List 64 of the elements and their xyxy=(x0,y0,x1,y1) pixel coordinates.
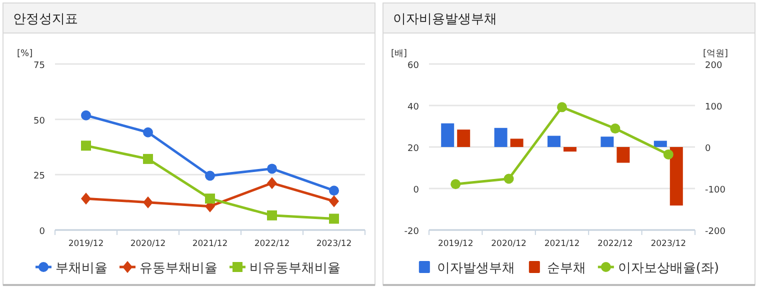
y2-tick-label: 100 xyxy=(705,102,722,112)
bar xyxy=(600,136,614,147)
point xyxy=(329,186,339,196)
y-tick-label: 0 xyxy=(39,227,46,237)
x-tick-label: 2019/12 xyxy=(438,239,474,249)
y-tick-label: 20 xyxy=(408,144,420,154)
bar xyxy=(670,147,683,206)
legend-label: 유동부채비율 xyxy=(140,261,218,276)
x-tick-label: 2023/12 xyxy=(650,239,686,249)
bar xyxy=(441,123,454,147)
y2-tick-label: -100 xyxy=(705,186,726,196)
point xyxy=(267,177,277,190)
y-tick-label: 40 xyxy=(408,102,420,112)
legend-label: 비유동부채비율 xyxy=(250,261,340,276)
x-tick-label: 2023/12 xyxy=(316,239,352,249)
point xyxy=(557,102,567,112)
point xyxy=(267,210,277,220)
point xyxy=(205,170,215,181)
legend-label: 이자보상배율(좌) xyxy=(618,261,720,276)
bar xyxy=(457,130,470,147)
legend-label: 순부채 xyxy=(546,261,586,276)
legend-label: 부채비율 xyxy=(56,261,108,276)
y-tick-label: 25 xyxy=(34,172,45,182)
point xyxy=(143,154,153,164)
x-tick-label: 2021/12 xyxy=(192,239,228,249)
bar xyxy=(548,136,560,147)
x-tick-label: 2020/12 xyxy=(130,239,166,249)
point xyxy=(450,179,461,190)
y2-tick-label: 0 xyxy=(705,144,711,154)
y-tick-label: 0 xyxy=(413,186,420,196)
bar xyxy=(564,147,576,152)
y-tick-label: 50 xyxy=(34,116,46,126)
point xyxy=(504,174,514,184)
y2-tick-label: -200 xyxy=(705,227,726,237)
bar xyxy=(654,140,667,147)
y-tick-label: -20 xyxy=(404,227,420,237)
point xyxy=(610,124,620,134)
bar xyxy=(494,128,508,147)
y2-tick-label: 200 xyxy=(705,61,722,71)
legend-label: 이자발생부채 xyxy=(436,261,515,276)
bar xyxy=(510,138,524,147)
y-tick-label: 60 xyxy=(408,61,420,71)
point xyxy=(81,192,91,205)
point xyxy=(143,196,153,208)
x-tick-label: 2022/12 xyxy=(254,239,290,249)
point xyxy=(329,214,339,224)
point xyxy=(663,149,674,160)
point xyxy=(143,127,153,138)
x-tick-label: 2019/12 xyxy=(68,239,104,249)
point xyxy=(205,194,215,204)
y2-axis-title: [억원] xyxy=(703,49,728,59)
chart-title: 안정성지표 xyxy=(13,12,78,27)
point xyxy=(267,164,277,174)
x-tick-label: 2021/12 xyxy=(544,239,580,249)
point xyxy=(81,140,91,151)
point xyxy=(81,110,91,120)
x-tick-label: 2020/12 xyxy=(491,239,526,249)
y-axis-title: [배] xyxy=(391,49,408,59)
bar xyxy=(616,147,630,163)
y-tick-label: 75 xyxy=(34,61,45,71)
chart-title: 이자비용발생부채 xyxy=(393,12,497,27)
x-tick-label: 2022/12 xyxy=(598,239,633,249)
y-axis-title: [%] xyxy=(17,49,33,59)
point xyxy=(329,195,339,208)
